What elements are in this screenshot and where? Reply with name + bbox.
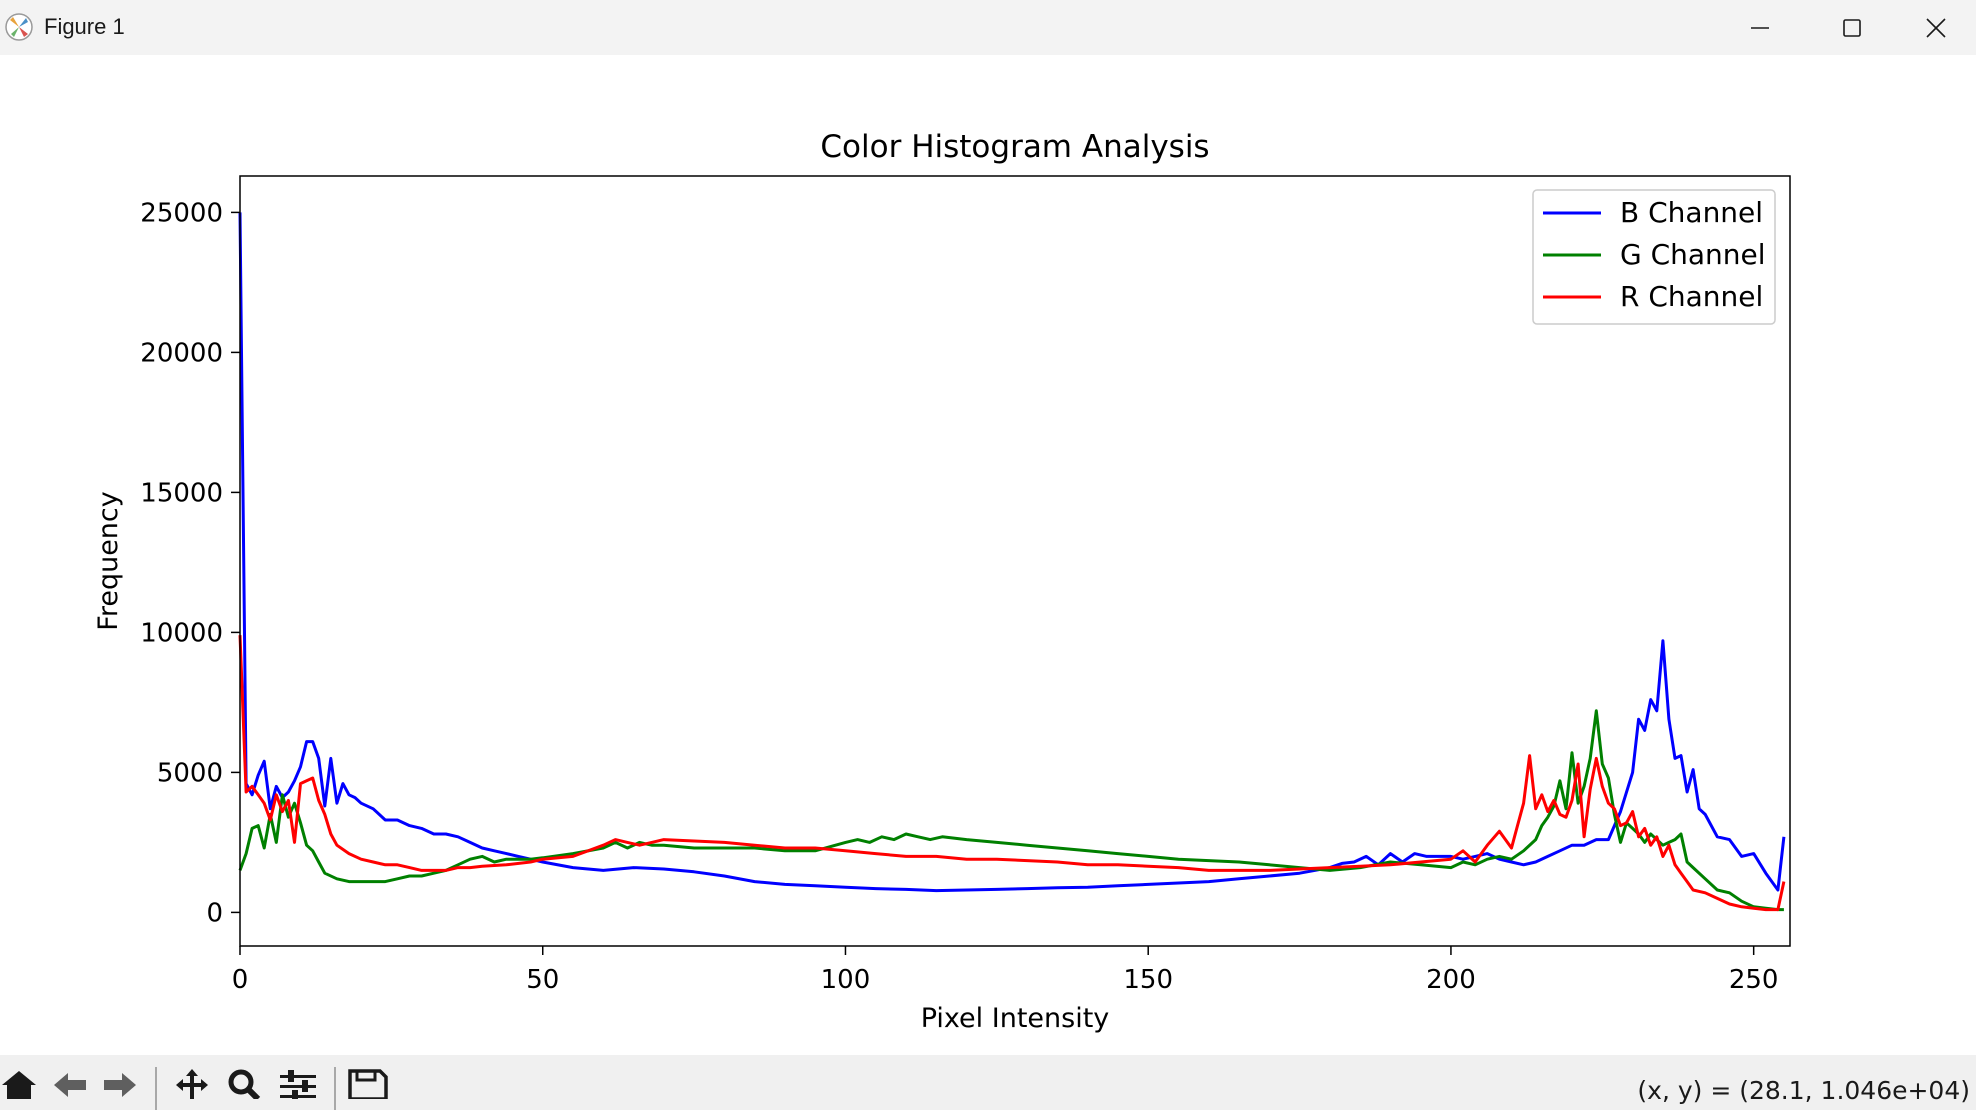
x-tick-label: 0 <box>232 965 249 995</box>
y-axis-label: Frequency <box>93 491 124 631</box>
cursor-coordinates: (x, y) = (28.1, 1.046e+04) <box>1637 1076 1970 1105</box>
plot-area <box>238 212 1786 912</box>
chart-title: Color Histogram Analysis <box>820 129 1209 165</box>
y-tick-label: 5000 <box>157 758 223 788</box>
toolbar-separator <box>155 1067 157 1110</box>
legend-label-b: B Channel <box>1620 196 1763 229</box>
configure-subplots-icon <box>280 1070 316 1099</box>
y-tick-label: 20000 <box>140 338 223 368</box>
y-tick-label: 10000 <box>140 618 223 648</box>
x-tick-label: 250 <box>1729 965 1779 995</box>
y-axis: 0 5000 10000 15000 20000 25000 <box>140 198 240 928</box>
forward-button[interactable] <box>100 1069 140 1113</box>
forward-arrow-icon <box>104 1073 136 1097</box>
window-title: Figure 1 <box>44 14 125 39</box>
legend-label-r: R Channel <box>1620 280 1763 313</box>
x-axis: 0 50 100 150 200 250 <box>232 946 1779 995</box>
navigation-toolbar: (x, y) = (28.1, 1.046e+04) <box>0 1055 1976 1110</box>
zoom-button[interactable] <box>222 1069 266 1113</box>
toolbar-separator <box>334 1067 336 1110</box>
home-button[interactable] <box>0 1069 40 1113</box>
y-tick-label: 0 <box>206 898 223 928</box>
home-icon <box>2 1071 36 1099</box>
figure-canvas[interactable]: Color Histogram Analysis 0 50 100 150 200 250… <box>0 55 1976 1055</box>
save-floppy-icon <box>348 1069 388 1099</box>
pan-move-icon <box>176 1069 208 1099</box>
histogram-chart: Color Histogram Analysis 0 50 100 150 200 250… <box>93 129 1791 1034</box>
series-line-b <box>238 212 1786 893</box>
x-tick-label: 200 <box>1426 965 1476 995</box>
x-tick-label: 50 <box>526 965 559 995</box>
y-tick-label: 25000 <box>140 198 223 228</box>
back-arrow-icon <box>54 1073 86 1097</box>
series-line-g <box>238 709 1784 912</box>
window-titlebar: Figure 1 <box>0 0 1976 56</box>
series-line-r <box>238 635 1786 912</box>
close-button[interactable] <box>1896 0 1976 55</box>
configure-subplots-button[interactable] <box>276 1069 320 1113</box>
legend: B Channel G Channel R Channel <box>1532 189 1776 325</box>
save-button[interactable] <box>346 1069 390 1113</box>
minimize-button[interactable] <box>1714 0 1806 55</box>
x-axis-label: Pixel Intensity <box>921 1003 1110 1034</box>
legend-label-g: G Channel <box>1620 238 1766 271</box>
y-tick-label: 15000 <box>140 478 223 508</box>
close-icon <box>1926 17 1946 38</box>
maximize-icon <box>1843 18 1861 37</box>
maximize-button[interactable] <box>1806 0 1898 55</box>
axes-frame <box>239 175 1791 947</box>
matplotlib-logo-icon <box>5 13 33 41</box>
x-tick-label: 100 <box>821 965 871 995</box>
zoom-magnifier-icon <box>228 1069 261 1099</box>
x-tick-label: 150 <box>1123 965 1173 995</box>
minimize-icon <box>1751 26 1769 29</box>
back-button[interactable] <box>50 1069 90 1113</box>
legend-box <box>1532 189 1776 325</box>
pan-button[interactable] <box>170 1069 214 1113</box>
